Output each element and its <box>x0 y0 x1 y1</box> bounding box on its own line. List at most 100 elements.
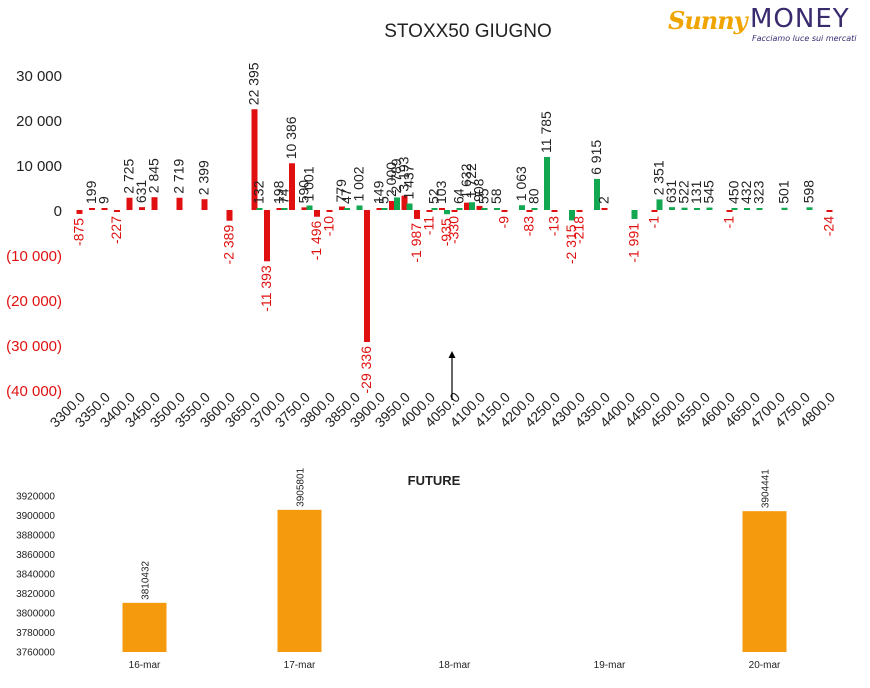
green-bar <box>756 208 763 210</box>
green-bar <box>681 207 688 210</box>
bar-value-label: 2 351 <box>651 160 667 195</box>
y-tick-label: (20 000) <box>6 293 62 310</box>
sunny-money-logo: Sunny MONEY Facciamo luce sui mercati <box>668 4 864 44</box>
bar-value-label: -1 <box>721 216 737 229</box>
red-bar <box>576 210 583 212</box>
bar-value-label: 631 <box>663 180 679 204</box>
red-bar <box>289 163 295 210</box>
bar-value-label: -2 389 <box>221 225 237 265</box>
green-bar <box>344 208 350 210</box>
green-bar <box>569 210 575 221</box>
green-bar <box>706 207 713 210</box>
future-y-tick-label: 3820000 <box>16 589 55 600</box>
red-bar <box>301 207 308 210</box>
green-bar <box>519 205 525 210</box>
logo-money-text: MONEY <box>750 4 850 34</box>
bar-value-label: 2 719 <box>171 159 187 194</box>
future-y-tick-label: 3800000 <box>16 609 55 620</box>
future-bar-value-label: 3905801 <box>296 467 307 506</box>
red-bar <box>314 210 320 217</box>
red-bar <box>389 201 395 210</box>
red-bar <box>276 208 283 210</box>
bar-value-label: 1 437 <box>401 164 417 199</box>
future-y-axis-ticks: 3920000 3900000 3880000 3860000 3840000 38200… <box>16 492 55 659</box>
bar-value-label: 1 001 <box>301 166 317 201</box>
bar-value-label: 631 <box>133 180 149 204</box>
future-y-tick-label: 3840000 <box>16 570 55 581</box>
green-bar <box>394 197 400 210</box>
green-bar <box>731 207 738 210</box>
bar-value-label: -227 <box>108 216 124 244</box>
bar-value-label: 198 <box>271 180 287 204</box>
bar-value-label: 58 <box>488 188 504 204</box>
red-bar <box>601 208 608 210</box>
bar-value-label: 11 785 <box>538 111 554 153</box>
y-tick-label: 20 000 <box>16 113 62 130</box>
bar-value-label: -1 496 <box>308 221 324 261</box>
bar-value-label: 3 193 <box>396 156 412 191</box>
future-y-tick-label: 3780000 <box>16 628 55 639</box>
y-tick-label: (10 000) <box>6 248 62 265</box>
bar-value-label: -2 315 <box>563 224 579 264</box>
bar-value-label: 9 <box>96 196 112 204</box>
green-bar <box>444 210 450 215</box>
future-x-tick-label: 16-mar <box>129 660 161 671</box>
green-bar <box>631 210 638 219</box>
y-tick-label: 10 000 <box>16 158 62 175</box>
bar-value-label: 1 632 <box>458 163 474 198</box>
red-bar <box>76 210 83 214</box>
bar-value-label: 2 000 <box>383 162 399 197</box>
bar-value-label: 52 <box>426 188 442 204</box>
bar-value-label: -9 <box>496 216 512 229</box>
bar-value-label: 10 386 <box>283 116 299 159</box>
bar-value-label: 149 <box>371 180 387 204</box>
future-y-tick-label: 3880000 <box>16 531 55 542</box>
red-bar <box>339 206 345 210</box>
future-bar-value-label: 3904441 <box>761 469 772 508</box>
green-bar <box>781 207 788 210</box>
bar-value-label: 590 <box>296 180 312 204</box>
red-bar <box>114 210 120 212</box>
logo-tagline: Facciamo luce sui mercati <box>752 34 857 43</box>
bar-value-label: 199 <box>83 180 99 204</box>
bar-value-label: -13 <box>546 216 562 236</box>
y-tick-label: (40 000) <box>6 383 62 400</box>
red-bar <box>439 208 445 210</box>
bar-value-label: 1 002 <box>351 166 367 201</box>
y-tick-label: 0 <box>54 203 62 220</box>
green-bar <box>806 207 813 210</box>
red-bar <box>526 210 533 212</box>
bar-value-label: 80 <box>526 188 542 204</box>
bar-value-label: 131 <box>688 180 704 204</box>
bars <box>76 109 833 343</box>
green-bar <box>456 208 463 210</box>
bar-value-label: -24 <box>821 216 837 236</box>
green-bar <box>469 202 475 210</box>
bar-value-label: 103 <box>433 180 449 204</box>
bar-value-label: -875 <box>71 218 87 246</box>
bar-value-label: -935 <box>438 218 454 246</box>
red-bar <box>826 210 833 212</box>
stoxx50-options-chart: STOXX50 GIUGNO 30 000 20 000 10 000 0 (10 00… <box>6 21 838 430</box>
bar-value-label: 5 <box>376 196 392 204</box>
bar-value-label: 2 845 <box>146 158 162 193</box>
green-bar <box>481 208 488 210</box>
bar-value-label: 779 <box>333 179 349 203</box>
arrow-head <box>448 351 456 358</box>
red-bar <box>226 210 233 221</box>
future-bars <box>122 509 787 652</box>
bar-value-label: 55 <box>476 188 492 204</box>
bar-value-label: 323 <box>751 180 767 204</box>
red-bar <box>501 210 508 212</box>
bar-value-label: 522 <box>676 180 692 204</box>
red-bar <box>326 210 333 212</box>
red-bar <box>101 208 108 210</box>
green-bar <box>669 207 675 210</box>
bar-value-label: 501 <box>776 180 792 204</box>
bar-value-label: -330 <box>446 216 462 244</box>
red-bar <box>251 109 258 210</box>
green-bar <box>544 156 550 210</box>
bar-value-label: -83 <box>521 216 537 236</box>
